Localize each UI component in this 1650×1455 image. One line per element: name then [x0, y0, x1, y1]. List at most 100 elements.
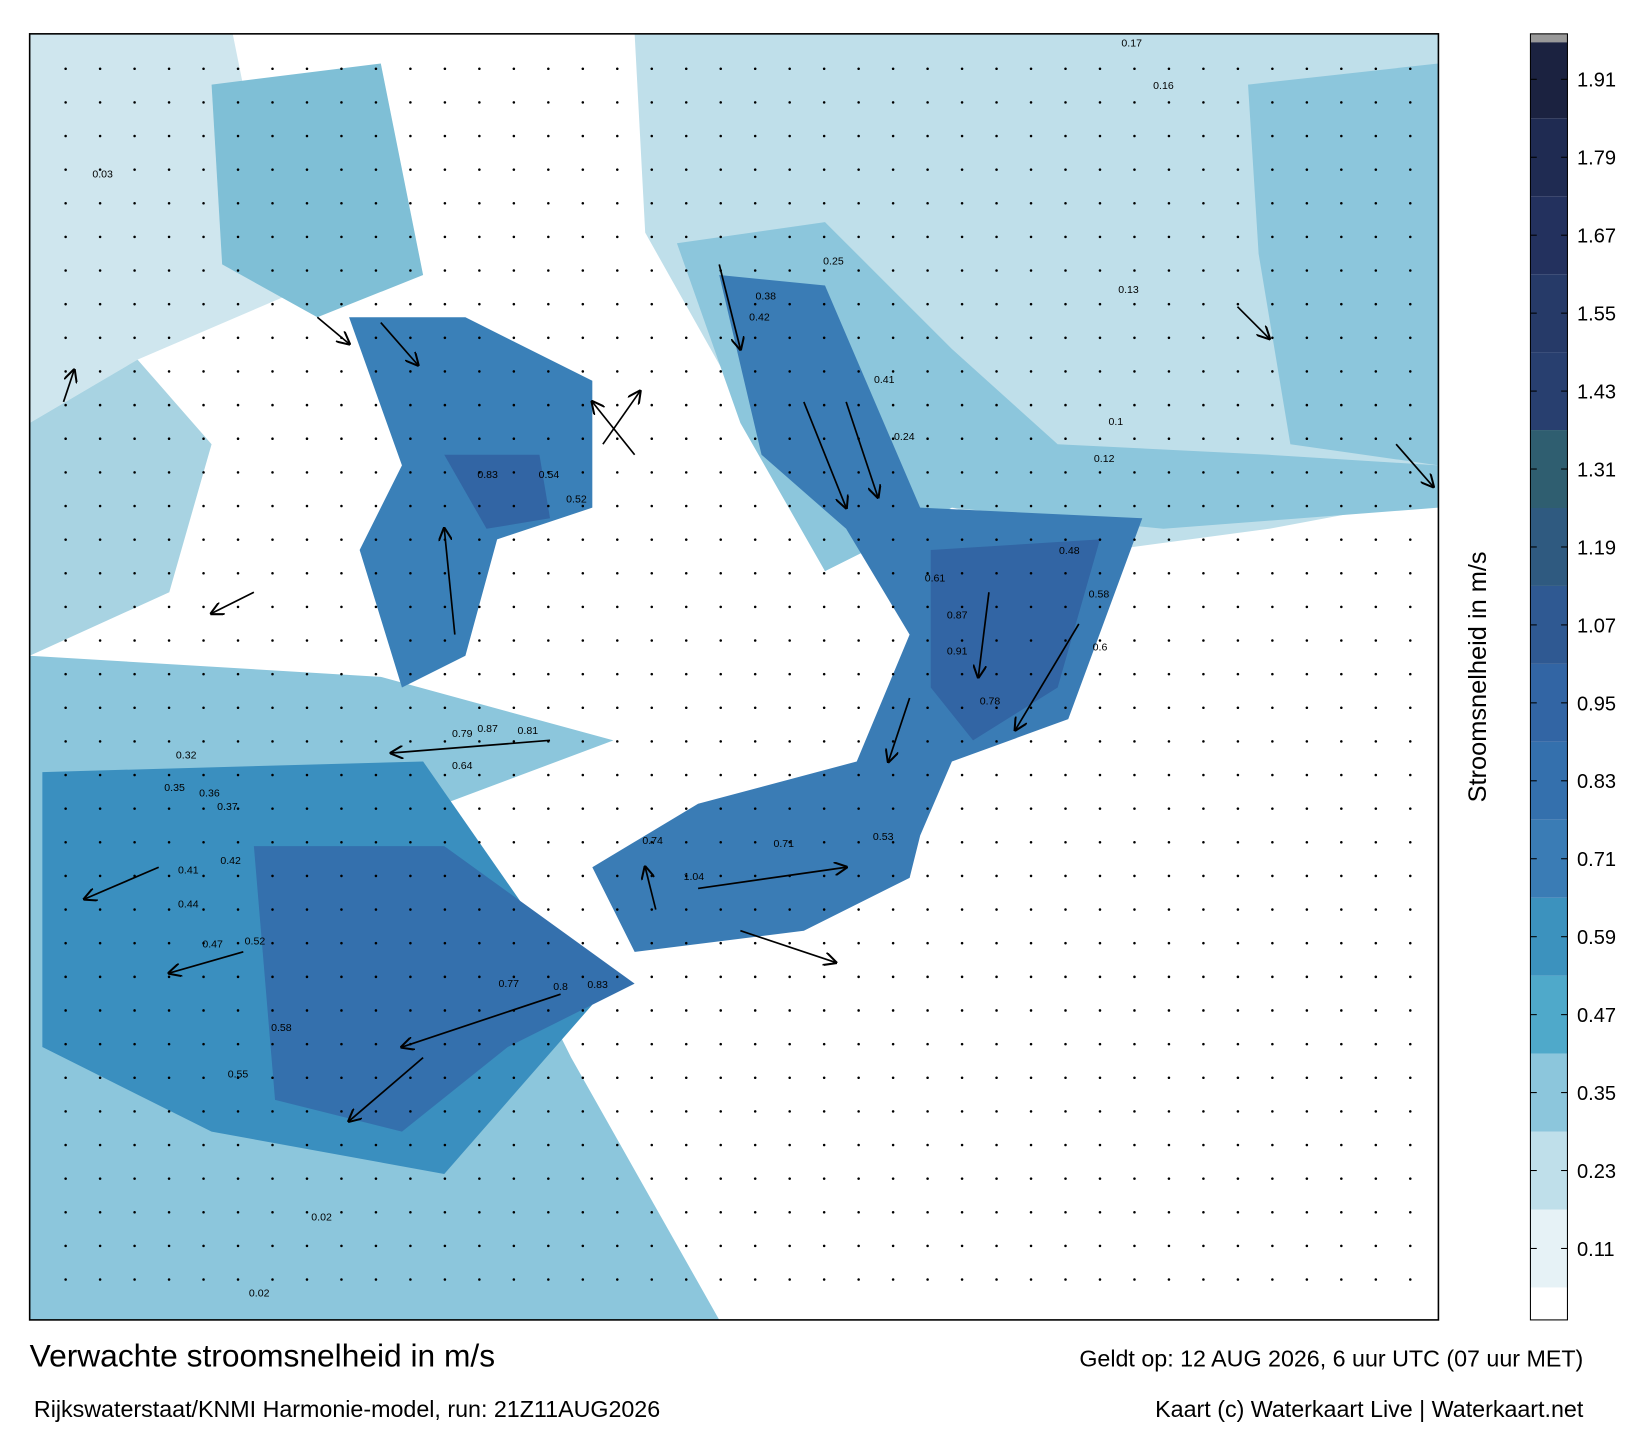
- grid-dot: [650, 740, 654, 743]
- grid-dot: [788, 1177, 791, 1180]
- grid-dot: [167, 841, 171, 844]
- grid-dot: [1029, 1210, 1033, 1214]
- grid-dot: [98, 336, 102, 340]
- grid-dot: [305, 437, 309, 440]
- grid-dot: [98, 639, 102, 642]
- grid-dot: [684, 740, 688, 743]
- grid-dot: [684, 571, 688, 575]
- grid-dot: [1374, 1210, 1378, 1214]
- grid-dot: [202, 1076, 205, 1079]
- grid-dot: [1202, 134, 1205, 138]
- grid-dot: [616, 202, 619, 205]
- grid-dot: [1374, 1076, 1378, 1079]
- grid-dot: [202, 504, 205, 508]
- grid-dot: [271, 571, 274, 575]
- grid-dot: [1133, 67, 1136, 71]
- grid-dot: [581, 538, 585, 541]
- grid-dot: [133, 807, 136, 810]
- grid-dot: [1305, 874, 1309, 878]
- colorbar-band: [1530, 42, 1568, 119]
- grid-dot: [1305, 807, 1309, 810]
- grid-dot: [512, 740, 516, 743]
- grid-dot: [64, 1042, 67, 1046]
- grid-dot: [1409, 672, 1412, 676]
- grid-dot: [926, 1278, 929, 1281]
- grid-dot: [98, 807, 102, 810]
- grid-dot: [822, 1143, 826, 1147]
- grid-dot: [340, 807, 343, 810]
- grid-dot: [64, 672, 67, 676]
- grid-dot: [64, 202, 67, 205]
- speed-label: 0.02: [249, 1288, 270, 1300]
- grid-dot: [995, 403, 998, 407]
- grid-dot: [684, 807, 688, 810]
- grid-dot: [1029, 370, 1033, 373]
- grid-dot: [1271, 504, 1274, 508]
- grid-dot: [857, 1210, 860, 1214]
- grid-dot: [1064, 706, 1067, 710]
- grid-dot: [305, 403, 309, 407]
- grid-dot: [891, 1210, 895, 1214]
- grid-dot: [1133, 1009, 1136, 1012]
- grid-dot: [1271, 1110, 1274, 1113]
- grid-dot: [443, 672, 447, 676]
- grid-dot: [1064, 269, 1067, 272]
- grid-dot: [616, 1244, 619, 1248]
- grid-dot: [1271, 235, 1274, 239]
- grid-dot: [1374, 1143, 1378, 1147]
- grid-dot: [960, 1143, 964, 1147]
- speed-label: 0.61: [925, 573, 946, 585]
- grid-dot: [305, 302, 309, 306]
- grid-dot: [1340, 168, 1343, 171]
- grid-dot: [236, 1210, 240, 1214]
- grid-dot: [1167, 101, 1171, 104]
- grid-dot: [1064, 941, 1067, 945]
- grid-dot: [1236, 471, 1240, 474]
- grid-dot: [236, 1110, 240, 1113]
- grid-dot: [512, 1042, 516, 1046]
- grid-dot: [1409, 235, 1412, 239]
- grid-dot: [1064, 437, 1067, 440]
- grid-dot: [1374, 841, 1378, 844]
- grid-dot: [995, 908, 998, 911]
- grid-dot: [1305, 336, 1309, 340]
- grid-dot: [1202, 807, 1205, 810]
- grid-dot: [547, 504, 550, 508]
- grid-dot: [98, 403, 102, 407]
- grid-dot: [1340, 403, 1343, 407]
- grid-dot: [547, 370, 550, 373]
- grid-dot: [822, 1278, 826, 1281]
- grid-dot: [822, 538, 826, 541]
- grid-dot: [891, 336, 895, 340]
- grid-dot: [891, 975, 895, 979]
- grid-dot: [995, 1009, 998, 1012]
- grid-dot: [236, 302, 240, 306]
- grid-dot: [478, 706, 481, 710]
- grid-dot: [753, 639, 757, 642]
- grid-dot: [1409, 1210, 1412, 1214]
- grid-dot: [409, 269, 412, 272]
- speed-label: 0.37: [217, 801, 238, 813]
- grid-dot: [512, 269, 516, 272]
- grid-dot: [1236, 740, 1240, 743]
- grid-dot: [512, 1210, 516, 1214]
- grid-dot: [512, 67, 516, 71]
- grid-dot: [1029, 1244, 1033, 1248]
- grid-dot: [64, 1110, 67, 1113]
- grid-dot: [409, 437, 412, 440]
- grid-dot: [1098, 1177, 1102, 1180]
- grid-dot: [1374, 706, 1378, 710]
- grid-dot: [1340, 740, 1343, 743]
- grid-dot: [926, 269, 929, 272]
- grid-dot: [64, 336, 67, 340]
- grid-dot: [202, 1244, 205, 1248]
- grid-dot: [64, 403, 67, 407]
- grid-dot: [960, 706, 964, 710]
- grid-dot: [719, 504, 722, 508]
- grid-dot: [547, 168, 550, 171]
- grid-dot: [1271, 269, 1274, 272]
- grid-dot: [995, 1042, 998, 1046]
- grid-dot: [1236, 773, 1240, 777]
- grid-dot: [64, 975, 67, 979]
- grid-dot: [512, 941, 516, 945]
